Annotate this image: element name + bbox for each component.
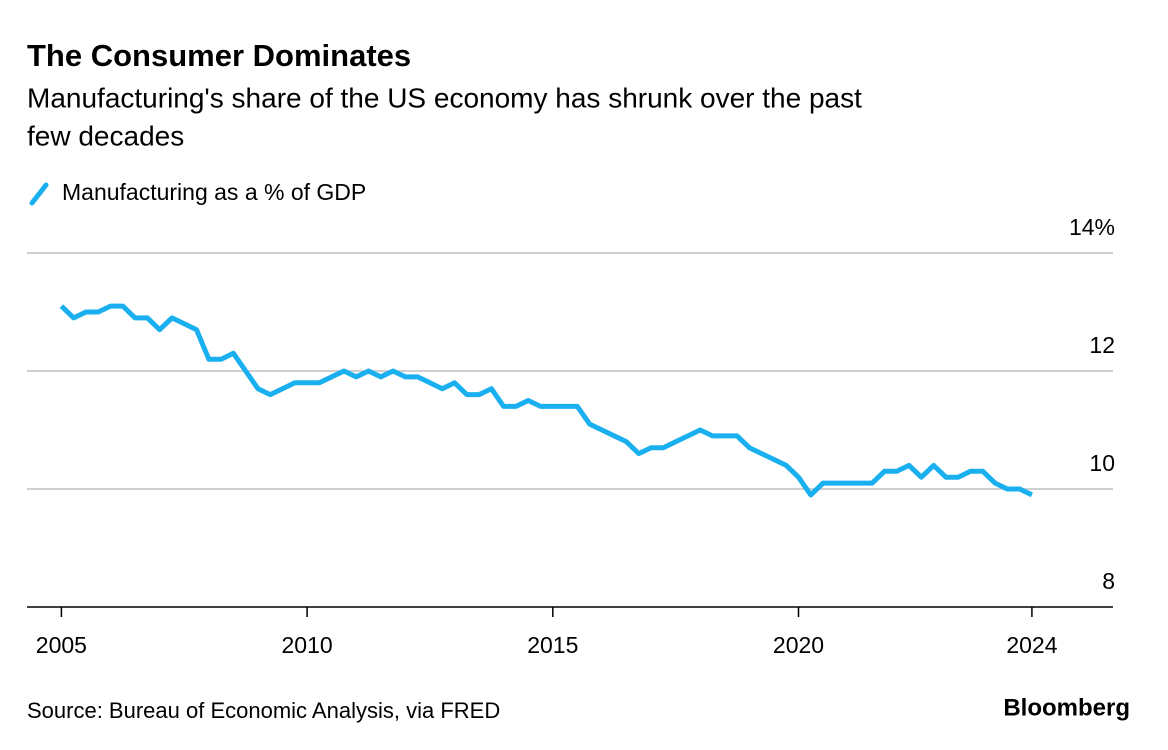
- x-tick-label: 2020: [773, 632, 824, 658]
- legend-label: Manufacturing as a % of GDP: [62, 179, 366, 205]
- chart-subtitle: few decades: [27, 120, 184, 151]
- x-tick-label: 2010: [282, 632, 333, 658]
- legend-swatch: [29, 182, 49, 206]
- x-tick-label: 2015: [527, 632, 578, 658]
- brand: Bloomberg: [1003, 694, 1130, 721]
- y-tick-label: 14%: [1069, 214, 1115, 240]
- line: [59, 303, 1034, 498]
- chart-subtitle: Manufacturing's share of the US economy …: [27, 82, 862, 113]
- y-tick-label: 8: [1102, 568, 1115, 594]
- chart-title: The Consumer Dominates: [27, 38, 411, 73]
- x-tick-label: 2005: [36, 632, 87, 658]
- y-tick-label: 10: [1089, 450, 1115, 476]
- source: Source: Bureau of Economic Analysis, via…: [27, 698, 500, 723]
- y-tick-label: 12: [1089, 332, 1115, 358]
- x-tick-label: 2024: [1006, 632, 1057, 658]
